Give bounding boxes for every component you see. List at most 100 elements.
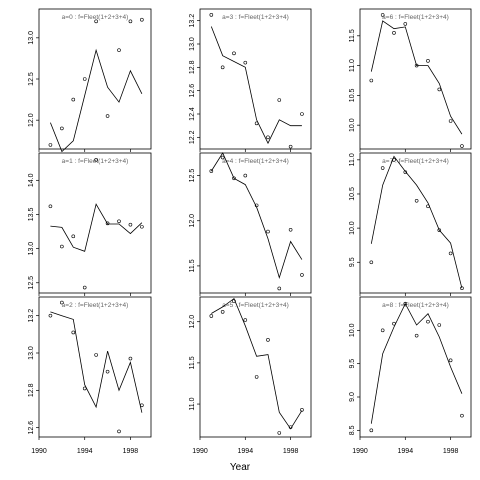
observed-point — [220, 65, 225, 70]
observed-point — [128, 19, 133, 24]
observed-point — [82, 285, 87, 290]
panel-strip-label: a=1 : f=Fleet(1+2+3+4) — [62, 158, 129, 165]
observed-point — [277, 431, 282, 435]
y-tick-label: 12.6 — [189, 84, 196, 98]
panel-strip-label: a=7 : f=Fleet(1+2+3+4) — [382, 158, 449, 165]
panel-frame — [199, 296, 312, 438]
observed-point — [414, 199, 419, 203]
observed-point — [71, 97, 76, 102]
y-tick-label: 12.8 — [28, 383, 35, 397]
y-tick-label: 9.5 — [349, 257, 356, 267]
panel-strip-label: a=2 : f=Fleet(1+2+3+4) — [62, 302, 129, 309]
panel-0: a=0 : f=Fleet(1+2+3+4) 12.0 12.5 13.0 — [28, 8, 152, 153]
observed-point — [448, 119, 453, 123]
x-tick-label: 1990 — [192, 448, 208, 455]
panel-7: a=7 : f=Fleet(1+2+3+4) 9.5 10.0 10.5 11.0 — [349, 152, 472, 296]
y-tick-label: 13.5 — [28, 208, 35, 222]
y-tick-label: 12.5 — [189, 169, 196, 183]
fitted-line — [370, 302, 463, 424]
observed-point — [288, 425, 293, 429]
observed-point — [140, 224, 144, 229]
observed-point — [117, 48, 121, 52]
observed-point — [232, 51, 236, 56]
y-tick-label: 10.0 — [349, 221, 356, 235]
y-tick-label: 13.2 — [28, 309, 35, 323]
y-tick-label: 12.8 — [189, 60, 196, 74]
x-axis-label: Year — [230, 462, 251, 473]
panel-5: a=5 : f=Fleet(1+2+3+4) 11.0 11.5 12.0 1990 19… — [189, 296, 312, 455]
observed-point — [426, 59, 430, 63]
panel-strip-label: a=8 : f=Fleet(1+2+3+4) — [382, 302, 449, 309]
observed-point — [48, 204, 53, 209]
y-tick-label: 11.5 — [349, 29, 356, 42]
observed-point — [254, 203, 259, 208]
observed-point — [48, 143, 53, 147]
observed-point — [94, 158, 98, 162]
y-tick-label: 12.2 — [189, 130, 196, 144]
observed-point — [437, 228, 442, 232]
y-tick-label: 10.5 — [349, 187, 356, 201]
y-tick-label: 13.0 — [28, 346, 35, 360]
observed-point — [60, 244, 64, 249]
observed-point — [403, 301, 408, 306]
panel-8: a=8 : f=Fleet(1+2+3+4) 8.5 9.0 9.5 10.0 1990 1… — [349, 296, 472, 455]
observed-point — [140, 17, 144, 22]
observed-point — [392, 31, 396, 35]
observed-point — [369, 428, 374, 433]
observed-point — [448, 251, 453, 256]
observed-point — [105, 114, 110, 118]
fitted-line — [211, 297, 303, 430]
y-tick-label: 11.0 — [349, 153, 356, 166]
observed-point — [140, 403, 144, 408]
fitted-line — [210, 26, 302, 145]
y-tick-label: 12.0 — [189, 214, 196, 228]
y-tick-label: 10.0 — [349, 118, 356, 132]
panel-frame — [38, 296, 152, 438]
observed-point — [82, 77, 87, 81]
observed-point — [380, 166, 385, 170]
y-tick-label: 10.5 — [349, 88, 356, 102]
observed-point — [128, 222, 133, 227]
x-tick-label: 1990 — [31, 448, 47, 455]
fitted-line — [50, 48, 143, 153]
observed-point — [460, 413, 464, 418]
observed-point — [220, 155, 225, 160]
observed-point — [414, 333, 419, 338]
observed-point — [105, 221, 110, 226]
observed-point — [392, 321, 396, 326]
y-tick-label: 12.5 — [28, 276, 35, 290]
observed-point — [392, 158, 396, 162]
panel-3: a=3 : f=Fleet(1+2+3+4) 12.2 12.4 12.6 12.8 13… — [189, 8, 312, 152]
y-tick-label: 13.2 — [189, 14, 196, 28]
y-tick-label: 11.5 — [189, 356, 196, 369]
observed-point — [232, 176, 236, 181]
observed-point — [460, 144, 464, 148]
y-tick-label: 12.4 — [189, 107, 196, 121]
x-tick-label: 1994 — [77, 448, 93, 455]
observed-point — [94, 353, 98, 357]
observed-point — [426, 204, 430, 209]
y-tick-label: 8.5 — [349, 425, 356, 435]
y-tick-label: 11.0 — [189, 397, 196, 410]
panel-strip-label: a=6 : f=Fleet(1+2+3+4) — [382, 14, 449, 21]
observed-point — [266, 135, 270, 140]
observed-point — [277, 98, 282, 102]
panel-frame — [199, 152, 312, 294]
panel-6: a=6 : f=Fleet(1+2+3+4) 10.0 10.5 11.0 11.5 — [349, 8, 472, 152]
y-tick-label: 12.6 — [28, 421, 35, 435]
panel-frame — [38, 152, 152, 294]
observed-point — [117, 429, 121, 434]
observed-point — [105, 369, 110, 374]
observed-point — [48, 313, 53, 318]
x-tick-label: 1994 — [238, 448, 254, 455]
chart-panels: a=0 : f=Fleet(1+2+3+4)12.012.513.0 a=1 : … — [28, 8, 472, 455]
panel-frame — [359, 296, 472, 438]
observed-point — [243, 318, 248, 322]
x-tick-label: 1998 — [283, 448, 299, 455]
observed-point — [300, 112, 304, 116]
x-tick-label: 1998 — [123, 448, 139, 455]
y-tick-label: 13.0 — [28, 242, 35, 256]
observed-point — [460, 286, 464, 291]
fitted-line — [210, 152, 303, 279]
